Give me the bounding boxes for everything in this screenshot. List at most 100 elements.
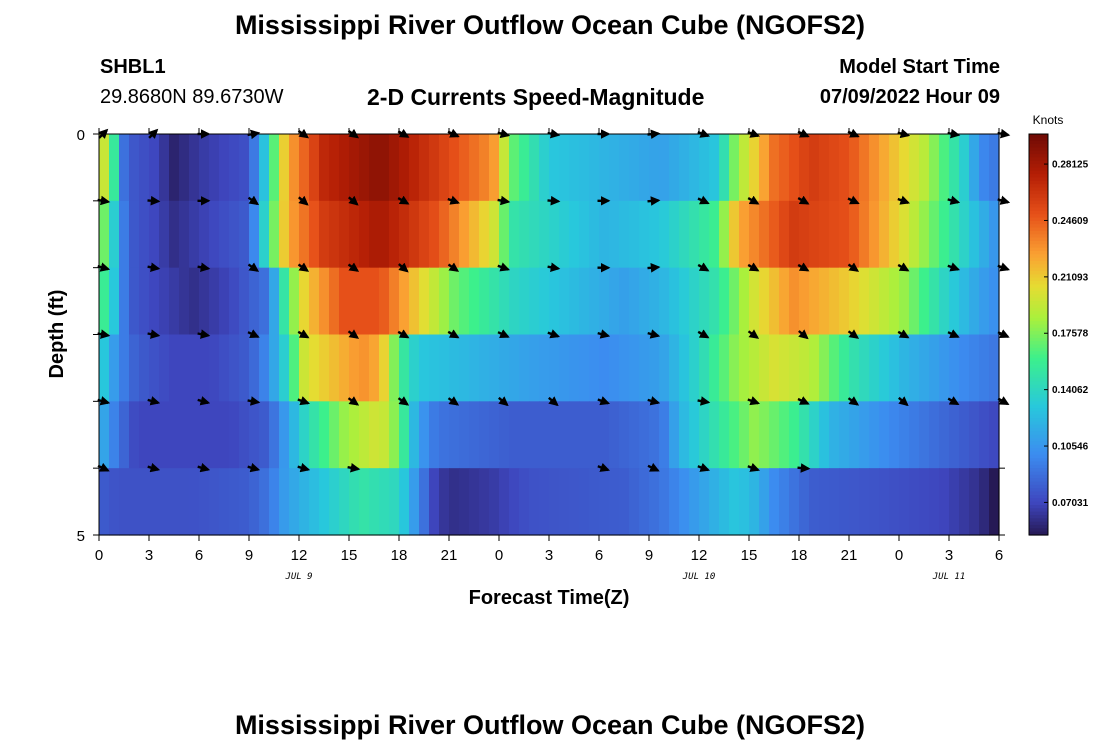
heatmap-cell [619, 468, 630, 536]
heatmap-cell [139, 134, 150, 202]
heatmap-cell [679, 134, 690, 202]
heatmap-cell [719, 267, 730, 336]
current-arrow [898, 396, 909, 407]
heatmap-cell [179, 401, 190, 469]
current-arrow [847, 195, 860, 205]
heatmap-cell [519, 200, 530, 269]
colorbar-step [1029, 387, 1048, 392]
heatmap-cell [109, 401, 120, 469]
colorbar-step [1029, 371, 1048, 376]
colorbar-step [1029, 404, 1048, 409]
heatmap-cell [719, 334, 730, 402]
current-arrow [297, 329, 310, 339]
heatmap-cell [349, 267, 360, 336]
heatmap-cell [359, 334, 370, 402]
heatmap-cell [659, 267, 670, 336]
heatmap-cell [949, 401, 960, 469]
heatmap-cell [109, 267, 120, 336]
colorbar-step [1029, 504, 1048, 509]
station-id: SHBL1 [100, 56, 166, 78]
heatmap-cell [369, 468, 380, 536]
colorbar-step [1029, 481, 1048, 486]
date-label: JUL 9 [284, 572, 312, 582]
heatmap-cell [909, 334, 920, 402]
heatmap-cell [169, 401, 180, 469]
current-arrow [147, 329, 161, 339]
x-tick-label: 3 [545, 547, 553, 564]
colorbar-step [1029, 291, 1048, 295]
heatmap-cell [239, 267, 250, 336]
colorbar-step [1029, 367, 1048, 372]
colorbar-step [1029, 321, 1048, 326]
current-arrow [947, 195, 961, 205]
heatmap-cell [809, 200, 820, 269]
heatmap-cell [329, 334, 340, 402]
heatmap-cell [129, 267, 140, 336]
heatmap-cell [329, 267, 340, 336]
heatmap-cell [829, 401, 840, 469]
heatmap-cell [389, 334, 400, 402]
colorbar-tick-label: 0.17578 [1052, 329, 1089, 340]
heatmap-cell [339, 200, 350, 269]
heatmap-cell [659, 468, 670, 536]
heatmap-cell [219, 200, 230, 269]
heatmap-cell [219, 468, 230, 536]
heatmap-cell [949, 468, 960, 536]
current-arrow [697, 262, 710, 272]
current-arrow [397, 396, 410, 406]
current-arrow [897, 262, 910, 272]
heatmap-cell [989, 134, 1000, 202]
heatmap-cell [519, 468, 530, 536]
colorbar-step [1029, 324, 1048, 329]
colorbar-step [1029, 197, 1048, 202]
heatmap-cell [819, 134, 830, 202]
colorbar-step [1029, 361, 1048, 366]
current-arrow [247, 396, 261, 406]
colorbar-step [1029, 301, 1048, 306]
heatmap-cell [809, 468, 820, 536]
colorbar-step [1029, 297, 1048, 302]
heatmap-cell [839, 200, 850, 269]
heatmap-cell [849, 134, 860, 202]
current-arrow [297, 396, 311, 406]
heatmap-cell [669, 334, 680, 402]
heatmap-cell [189, 468, 200, 536]
heatmap-cell [719, 134, 730, 202]
heatmap-cell [399, 134, 410, 202]
colorbar-step [1029, 471, 1048, 476]
heatmap-cell [889, 134, 900, 202]
heatmap-cell [719, 401, 730, 469]
heatmap-cell [919, 267, 930, 336]
heatmap-cell [109, 468, 120, 536]
heatmap-cell [329, 134, 340, 202]
colorbar-step [1029, 200, 1048, 205]
heatmap-cell [199, 468, 210, 536]
heatmap-cell [669, 468, 680, 536]
x-tick-label: 12 [291, 547, 308, 564]
heatmap-cell [729, 334, 740, 402]
colorbar-tick-label: 0.24609 [1052, 216, 1089, 227]
colorbar-step [1029, 247, 1048, 252]
heatmap-cell [319, 468, 330, 536]
heatmap-cell [299, 200, 310, 269]
heatmap-cell [109, 134, 120, 202]
colorbar-step [1029, 381, 1048, 386]
heatmap-cell [899, 200, 910, 269]
heatmap-cell [629, 401, 640, 469]
heatmap-cell [789, 134, 800, 202]
heatmap-cell [439, 334, 450, 402]
heatmap-cell [709, 334, 720, 402]
heatmap-cell [469, 267, 480, 336]
current-arrow [147, 195, 161, 206]
colorbar-step [1029, 461, 1048, 466]
colorbar-step [1029, 458, 1048, 463]
colorbar-step [1029, 484, 1048, 489]
heatmap-cell [709, 134, 720, 202]
heatmap-cell [559, 401, 570, 469]
heatmap-cell [359, 468, 370, 536]
heatmap-cell [739, 134, 750, 202]
heatmap-cell [649, 334, 660, 402]
heatmap-cell [939, 401, 950, 469]
heatmap-cell [149, 134, 160, 202]
